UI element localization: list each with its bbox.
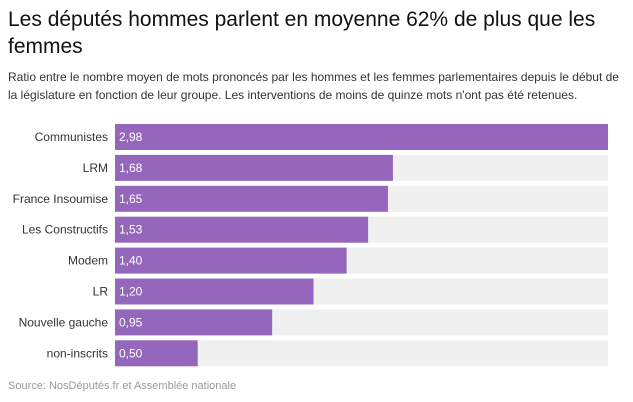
- chart-title: Les députés hommes parlent en moyenne 62…: [8, 8, 596, 58]
- category-label: Communistes: [35, 130, 108, 144]
- value-label: 1,65: [119, 192, 143, 206]
- value-label: 1,68: [119, 161, 143, 175]
- bar: [115, 124, 608, 150]
- category-label: Nouvelle gauche: [19, 315, 109, 329]
- category-label: Les Constructifs: [22, 223, 108, 237]
- bar: [115, 154, 393, 181]
- category-label: LRM: [83, 161, 108, 175]
- bar: [115, 340, 198, 367]
- bar: [115, 247, 347, 274]
- value-label: 0,50: [119, 346, 143, 360]
- value-label: 0,95: [119, 315, 143, 329]
- bar-chart-svg: Communistes 2,98 LRM 1,68 France Insoumise 1,…: [13, 124, 608, 367]
- source-note: Source: NosDéputés.fr et Assemblée natio…: [8, 380, 237, 392]
- category-label: LR: [93, 285, 109, 299]
- bar: [115, 185, 388, 212]
- bar: [115, 309, 273, 336]
- value-label: 2,98: [119, 130, 143, 144]
- category-label: France Insoumise: [13, 192, 109, 206]
- bar: [115, 278, 314, 305]
- value-label: 1,20: [119, 285, 143, 299]
- category-label: non-inscrits: [47, 346, 108, 360]
- value-label: 1,40: [119, 254, 143, 268]
- chart-subtitle: Ratio entre le nombre moyen de mots pron…: [8, 70, 619, 102]
- bar-chart: Communistes 2,98 LRM 1,68 France Insoumise 1,…: [0, 124, 633, 370]
- bar: [115, 216, 369, 243]
- value-label: 1,53: [119, 223, 143, 237]
- category-label: Modem: [68, 254, 108, 268]
